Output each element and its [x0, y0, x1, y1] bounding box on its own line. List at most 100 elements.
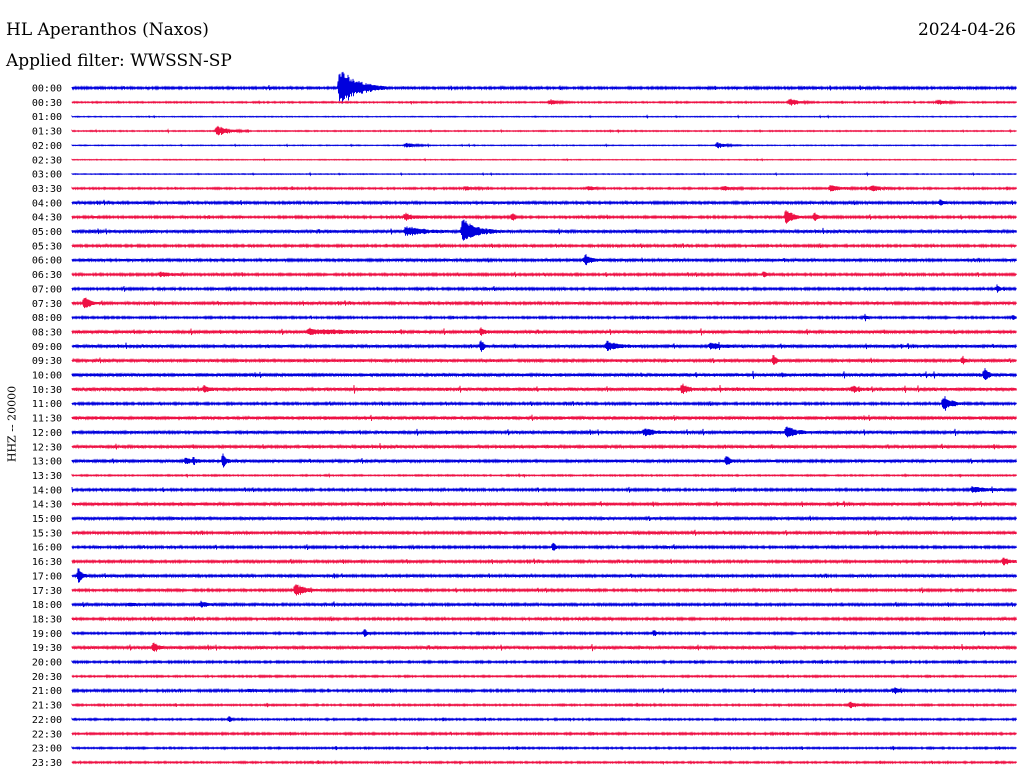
time-tick-label: 11:00: [32, 399, 62, 410]
trace-2130: [71, 701, 1017, 709]
time-tick-label: 17:30: [32, 586, 62, 597]
trace-0100: [71, 114, 1017, 120]
trace-1900: [71, 628, 1017, 637]
time-tick-label: 04:30: [32, 213, 62, 224]
trace-2230: [71, 731, 1017, 737]
trace-0300: [71, 171, 1017, 177]
trace-0000: [71, 71, 1017, 104]
trace-1000: [71, 368, 1017, 380]
time-tick-label: 00:30: [32, 98, 62, 109]
time-tick-label: 00:00: [32, 84, 62, 95]
trace-2330: [71, 759, 1017, 766]
trace-2030: [71, 674, 1017, 679]
time-tick-label: 04:00: [32, 198, 62, 209]
trace-0530: [71, 242, 1017, 249]
time-tick-label: 23:30: [32, 758, 62, 769]
time-tick-label: 14:00: [32, 485, 62, 496]
time-tick-label: 07:00: [32, 284, 62, 295]
time-tick-label: 17:00: [32, 571, 62, 582]
trace-2000: [71, 659, 1017, 665]
time-tick-label: 12:00: [32, 428, 62, 439]
time-tick-label: 07:30: [32, 299, 62, 310]
time-tick-label: 22:00: [32, 715, 62, 726]
time-tick-label: 02:30: [32, 155, 62, 166]
trace-0900: [71, 340, 1017, 352]
trace-0400: [71, 199, 1017, 206]
date-label: 2024-04-26: [917, 20, 1016, 40]
time-tick-label: 10:00: [32, 371, 62, 382]
trace-0630: [71, 271, 1017, 278]
time-tick-label: 09:30: [32, 356, 62, 367]
trace-1530: [71, 529, 1017, 536]
time-tick-label: 06:00: [32, 256, 62, 267]
trace-1730: [71, 584, 1017, 596]
time-tick-label: 08:00: [32, 313, 62, 324]
trace-1930: [71, 642, 1017, 652]
time-tick-label: 23:00: [32, 744, 62, 755]
trace-1200: [71, 426, 1017, 438]
trace-0330: [71, 185, 1017, 192]
trace-1030: [71, 383, 1017, 394]
trace-0730: [71, 297, 1017, 309]
time-tick-label: 19:30: [32, 643, 62, 654]
trace-0700: [71, 284, 1017, 293]
trace-1330: [71, 472, 1017, 479]
trace-0130: [71, 125, 1017, 136]
trace-1300: [71, 453, 1017, 468]
trace-0600: [71, 254, 1017, 266]
time-tick-label: 06:30: [32, 270, 62, 281]
filter-label: Applied filter: WWSSN-SP: [6, 51, 232, 71]
trace-0230: [71, 157, 1017, 162]
trace-0500: [71, 219, 1017, 241]
trace-2200: [71, 716, 1017, 723]
trace-1100: [71, 396, 1017, 411]
trace-0830: [71, 327, 1017, 336]
trace-1630: [71, 557, 1017, 566]
time-tick-label: 05:00: [32, 227, 62, 238]
time-tick-label: 12:30: [32, 442, 62, 453]
time-tick-label: 03:30: [32, 184, 62, 195]
time-tick-label: 09:00: [32, 342, 62, 353]
time-tick-label: 21:30: [32, 701, 62, 712]
time-tick-label: 11:30: [32, 414, 62, 425]
trace-1800: [71, 600, 1017, 608]
trace-2300: [71, 745, 1017, 751]
time-tick-label: 02:00: [32, 141, 62, 152]
time-tick-label: 18:00: [32, 600, 62, 611]
trace-0430: [71, 210, 1017, 224]
time-tick-label: 20:30: [32, 672, 62, 683]
trace-1400: [71, 486, 1017, 493]
time-tick-label: 03:00: [32, 170, 62, 181]
time-tick-label: 15:00: [32, 514, 62, 525]
time-tick-label: 01:30: [32, 127, 62, 138]
trace-0930: [71, 355, 1017, 365]
trace-1500: [71, 515, 1017, 522]
trace-2100: [71, 687, 1017, 695]
time-tick-label: 21:00: [32, 686, 62, 697]
time-tick-label: 19:00: [32, 629, 62, 640]
trace-1430: [71, 500, 1017, 508]
trace-1830: [71, 616, 1017, 622]
time-tick-label: 18:30: [32, 614, 62, 625]
trace-1600: [71, 542, 1017, 551]
trace-0200: [71, 142, 1017, 149]
time-tick-label: 16:30: [32, 557, 62, 568]
time-tick-label: 16:00: [32, 543, 62, 554]
station-title: HL Aperanthos (Naxos): [6, 20, 209, 40]
trace-1230: [71, 443, 1017, 450]
trace-1700: [71, 568, 1017, 583]
time-tick-label: 13:30: [32, 471, 62, 482]
trace-0800: [71, 313, 1017, 322]
trace-1130: [71, 414, 1017, 422]
time-tick-label: 10:30: [32, 385, 62, 396]
time-tick-label: 20:00: [32, 658, 62, 669]
time-tick-label: 01:00: [32, 112, 62, 123]
time-tick-label: 13:00: [32, 457, 62, 468]
time-tick-label: 14:30: [32, 500, 62, 511]
time-tick-label: 05:30: [32, 241, 62, 252]
time-tick-label: 15:30: [32, 528, 62, 539]
time-tick-label: 08:30: [32, 327, 62, 338]
trace-0030: [71, 98, 1017, 106]
